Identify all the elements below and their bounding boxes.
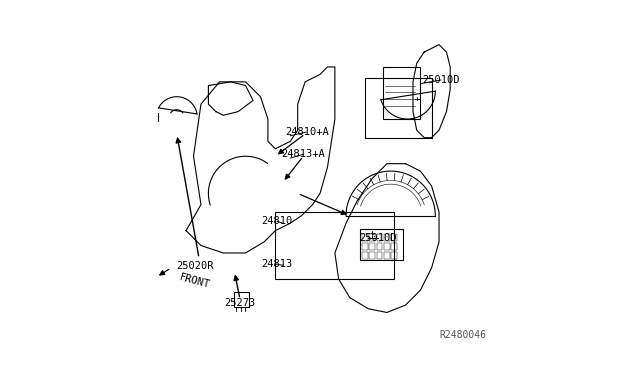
Text: 24813: 24813 — [261, 259, 292, 269]
Bar — [376, 234, 383, 241]
Bar — [360, 229, 403, 260]
Bar — [376, 252, 383, 259]
Bar — [376, 243, 383, 250]
Bar — [234, 292, 250, 307]
Text: 24813+A: 24813+A — [282, 150, 325, 159]
Text: 24810+A: 24810+A — [285, 127, 329, 137]
Bar — [369, 243, 375, 250]
Text: 25010D: 25010D — [359, 233, 396, 243]
Bar — [362, 243, 367, 250]
Text: FRONT: FRONT — [178, 272, 211, 290]
Bar — [392, 234, 397, 241]
Text: 25273: 25273 — [225, 298, 255, 308]
Bar — [362, 234, 367, 241]
Bar — [392, 243, 397, 250]
Bar — [362, 252, 367, 259]
Text: 24810: 24810 — [262, 217, 293, 226]
Bar — [369, 234, 375, 241]
Text: R2480046: R2480046 — [440, 330, 486, 340]
Bar — [384, 252, 390, 259]
Bar — [365, 78, 431, 138]
Bar — [275, 212, 394, 279]
Text: 25020R: 25020R — [177, 261, 214, 271]
Bar — [392, 252, 397, 259]
Bar — [383, 67, 420, 119]
Text: 25010D: 25010D — [422, 75, 460, 85]
Bar — [369, 252, 375, 259]
Bar — [384, 243, 390, 250]
Bar — [384, 234, 390, 241]
